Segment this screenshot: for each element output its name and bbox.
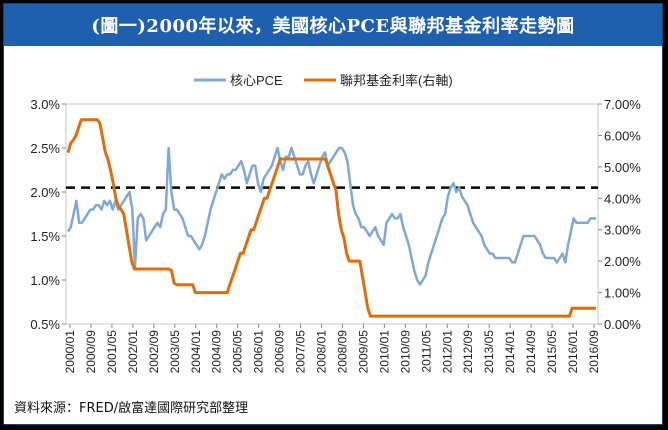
y-right-tick-label: 1.00% bbox=[604, 286, 641, 301]
legend-label-fed-funds: 聯邦基金利率(右軸) bbox=[340, 73, 453, 88]
x-tick-label: 2001/05 bbox=[105, 330, 119, 374]
x-tick-label: 2011/05 bbox=[419, 330, 433, 373]
y-left-tick-label: 1.0% bbox=[30, 273, 60, 288]
title-bar: (圖一)2000年以來，美國核心PCE與聯邦基金利率走勢圖 bbox=[4, 4, 662, 46]
x-tick-label: 2004/09 bbox=[210, 330, 224, 374]
x-tick-label: 2004/01 bbox=[189, 330, 203, 374]
x-tick-label: 2016/09 bbox=[587, 330, 601, 374]
line-chart: 0.5% 1.0% 1.5% 2.0% 2.5% 3.0% 0.00% 1.00% 2.00% 3… bbox=[30, 73, 641, 374]
y-right-tick-label: 3.00% bbox=[604, 223, 641, 238]
x-tick-label: 2006/09 bbox=[273, 330, 287, 374]
y-left-tick-label: 3.0% bbox=[30, 97, 60, 112]
x-tick-label: 2002/01 bbox=[126, 330, 140, 374]
x-tick-label: 2005/05 bbox=[231, 330, 245, 374]
y-right-tick-label: 6.00% bbox=[604, 128, 641, 143]
x-tick-label: 2009/05 bbox=[356, 330, 370, 374]
chart-title: (圖一)2000年以來，美國核心PCE與聯邦基金利率走勢圖 bbox=[91, 16, 575, 37]
x-tick-label: 2008/09 bbox=[335, 330, 349, 374]
y-right-tick-label: 5.00% bbox=[604, 160, 641, 175]
series-fed-funds-rate-line bbox=[66, 118, 596, 318]
x-tick-label: 2013/05 bbox=[482, 330, 496, 374]
x-tick-label: 2008/01 bbox=[315, 330, 329, 374]
x-tick-label: 2015/05 bbox=[545, 330, 559, 374]
plot-area bbox=[65, 103, 599, 325]
series-core-pce-line bbox=[66, 146, 596, 286]
y-right-tick-label: 2.00% bbox=[604, 254, 641, 269]
x-tick-label: 2002/09 bbox=[147, 330, 161, 374]
chart-frame: (圖一)2000年以來，美國核心PCE與聯邦基金利率走勢圖 0.5% 1.0% 1.… bbox=[3, 3, 663, 425]
y-right-tick-label: 7.00% bbox=[604, 97, 641, 112]
x-tick-label: 2010/01 bbox=[377, 330, 391, 374]
x-tick-label: 2006/01 bbox=[252, 330, 266, 374]
y-left-tick-label: 2.5% bbox=[30, 141, 60, 156]
x-tick-label: 2014/09 bbox=[524, 330, 538, 374]
x-tick-label: 2007/05 bbox=[294, 330, 308, 374]
x-tick-label: 2014/01 bbox=[503, 330, 517, 374]
legend-label-core-pce: 核心PCE bbox=[230, 73, 283, 88]
source-note: 資料來源：FRED/啟富達國際研究部整理 bbox=[14, 401, 249, 416]
y-left-tick-label: 0.5% bbox=[30, 317, 60, 332]
y-right-tick-label: 4.00% bbox=[604, 191, 641, 206]
x-tick-label: 2003/05 bbox=[168, 330, 182, 374]
x-tick-label: 2012/01 bbox=[440, 330, 454, 374]
y-left-tick-label: 2.0% bbox=[30, 185, 60, 200]
x-tick-label: 2016/01 bbox=[566, 330, 580, 374]
y-right-tick-label: 0.00% bbox=[604, 317, 641, 332]
x-tick-label: 2000/09 bbox=[84, 330, 98, 374]
x-tick-label: 2010/09 bbox=[398, 330, 412, 374]
y-left-tick-label: 1.5% bbox=[30, 229, 60, 244]
x-tick-label: 2012/09 bbox=[461, 330, 475, 374]
x-tick-label: 2000/01 bbox=[63, 330, 77, 374]
